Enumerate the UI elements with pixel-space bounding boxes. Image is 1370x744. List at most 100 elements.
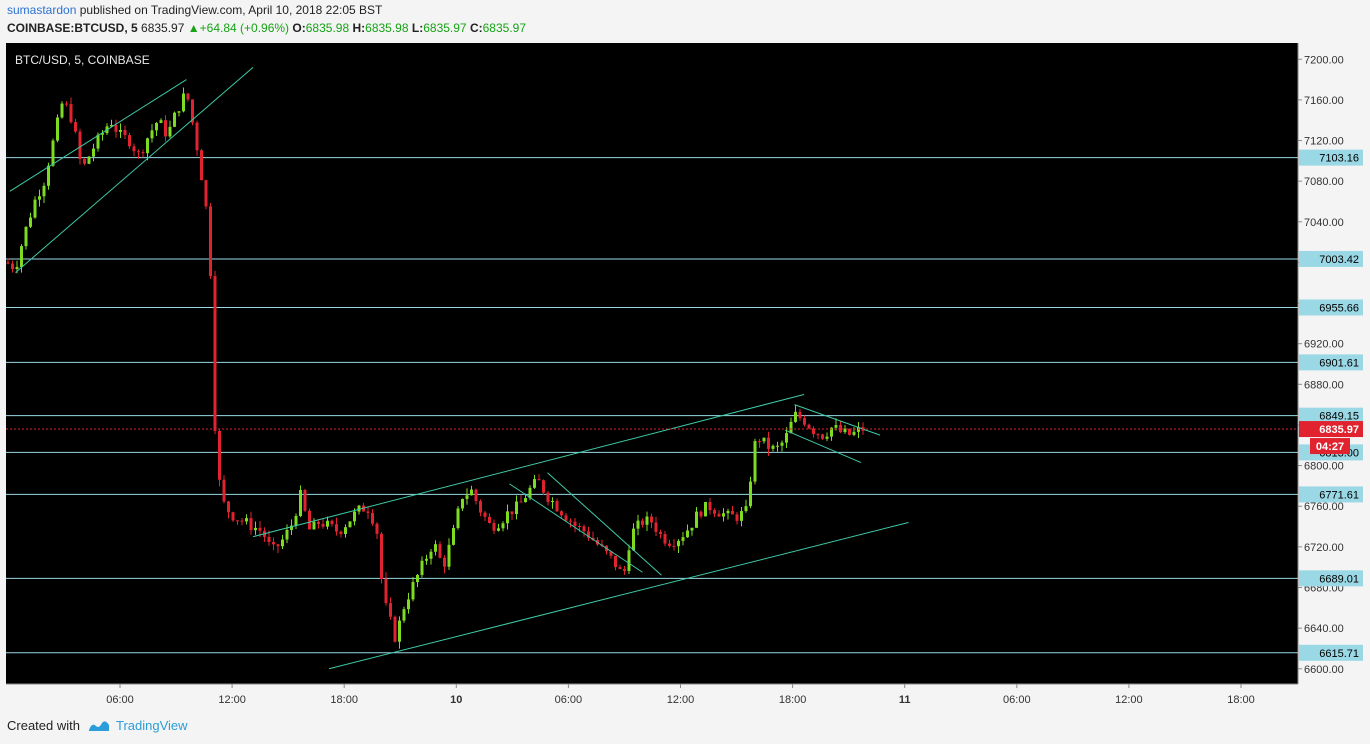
y-tick-label: 6640.00 [1304,623,1344,635]
candle-body [524,498,527,503]
candle-body [231,512,235,521]
candle-body [285,529,289,540]
candle-body [317,521,320,524]
candle-body [137,151,140,153]
candle-body [434,544,437,552]
candle-body [519,501,523,503]
level-price-tag [1299,486,1363,503]
time-axis [6,684,1298,710]
candle-body [771,445,775,449]
candle-body [335,524,338,532]
candle-body [776,445,779,447]
candle-body [623,568,626,571]
tradingview-logo-icon[interactable] [88,719,110,733]
close-label: C: [469,21,483,35]
candle-body [474,489,478,502]
published-text: published on TradingView.com, April 10, … [79,3,383,17]
x-tick-label: 06:00 [1003,694,1031,706]
candle-body [533,479,536,488]
y-tick-label: 6760.00 [1304,501,1344,513]
candle-body [677,540,680,547]
candle-body [672,545,676,547]
candle-body [344,527,347,535]
trendline[interactable] [252,393,805,538]
trendline[interactable] [794,404,881,436]
candle-body [24,226,28,247]
candle-body [146,138,149,154]
candle-body [843,428,847,433]
candle-body [312,521,316,530]
author-link[interactable]: sumastardon [7,3,77,17]
candle-body [848,428,851,435]
x-tick-label: 06:00 [555,694,583,706]
candle-body [627,550,631,571]
candle-body [209,206,212,277]
candle-body [101,133,104,135]
candle-body [609,551,613,556]
candle-body [177,111,181,113]
candle-body [465,495,469,499]
candle-body [497,528,500,531]
last-price-tag [1299,421,1363,438]
tradingview-link[interactable]: TradingView [115,718,188,733]
symbol-label: COINBASE:BTCUSD, 5 [7,21,138,35]
x-tick-label: 12:00 [667,694,695,706]
candle-body [740,511,743,521]
candle-body [699,511,703,517]
candle-body [182,93,185,112]
candle-body [294,515,298,526]
candle-body [488,516,491,523]
chart-area[interactable]: 6600.00 6640.00 6680.00 6720.00 6760.00 6800.… [6,43,1364,710]
candle-body [69,104,73,123]
trendline[interactable] [328,521,909,670]
candlestick-chart[interactable]: 6600.006640.006680.006720.006760.006800.… [6,43,1364,710]
candle-body [614,555,617,568]
candle-body [191,99,194,123]
candle-body [789,421,793,434]
last-price: 6835.97 [141,21,185,35]
bar-countdown-tag [1310,438,1350,455]
candle-body [240,520,244,522]
candle-body [587,531,590,538]
candle-body [492,522,496,531]
y-tick-label: 6800.00 [1304,461,1344,473]
close-value: 6835.97 [482,21,527,35]
candle-body [402,609,406,621]
trendline[interactable] [547,472,662,576]
candle-body [186,93,190,100]
candle-body [573,521,577,526]
trendline[interactable] [784,429,862,464]
candle-body [438,544,442,558]
trendline[interactable] [509,483,643,573]
open-label: O: [292,21,306,35]
trendline[interactable] [15,67,254,273]
candle-body [29,217,32,227]
x-tick-label: 12:00 [218,694,246,706]
trendline[interactable] [9,79,187,192]
candle-body [821,434,824,439]
candle-body [834,425,838,428]
x-tick-label: 12:00 [1115,694,1143,706]
candle-body [798,411,802,419]
candle-body [654,522,658,532]
candle-body [366,511,370,513]
level-price-tag [1299,354,1363,371]
level-price-label: 7003.42 [1319,254,1359,266]
candle-body [236,520,239,522]
candle-body [681,537,685,541]
candle-body [479,501,482,513]
candle-body [830,427,833,437]
candle-body [582,526,586,532]
candle-body [267,536,271,543]
candle-body [803,418,806,425]
y-tick-label: 6880.00 [1304,379,1344,391]
candle-body [92,148,95,157]
candle-body [371,512,374,524]
candle-body [47,165,50,186]
candle-body [258,527,262,531]
candle-body [38,196,41,200]
candle-body [60,103,64,118]
candle-body [690,527,694,531]
candle-body [816,434,820,436]
candle-body [33,199,37,218]
